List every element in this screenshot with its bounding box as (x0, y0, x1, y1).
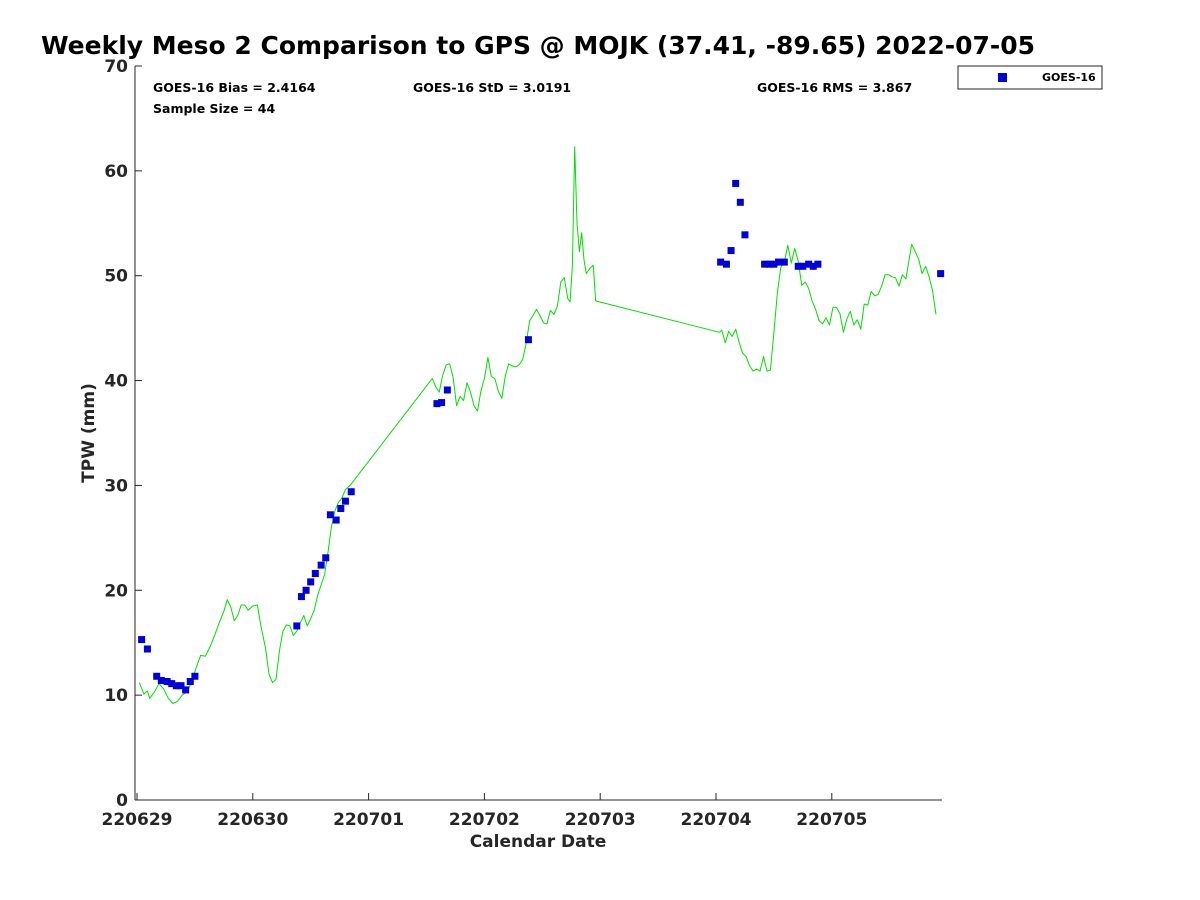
sample-size-stat: Sample Size = 44 (153, 101, 275, 116)
goes16-point (794, 262, 802, 270)
goes16-point (191, 672, 199, 680)
goes16-point (143, 645, 151, 653)
std-stat: GOES-16 StD = 3.0191 (413, 80, 571, 95)
goes16-point (341, 497, 349, 505)
goes16-point (168, 680, 176, 688)
y-tick-label: 20 (104, 581, 128, 601)
x-tick-label: 220630 (217, 810, 288, 830)
y-ticks: 0 10 20 30 40 50 60 70 (104, 57, 142, 811)
goes16-point (937, 270, 945, 278)
legend-label-goes16: GOES-16 (1042, 71, 1096, 84)
legend: GOES-16 (957, 65, 1103, 90)
legend-marker-goes16 (998, 73, 1007, 82)
goes16-point (732, 179, 740, 187)
goes16-point (770, 260, 778, 268)
goes16-point (177, 682, 185, 690)
goes16-point (717, 258, 725, 266)
goes16-point (347, 488, 355, 496)
y-axis-label: TPW (mm) (79, 383, 99, 483)
goes16-point (293, 622, 301, 630)
goes16-point (722, 260, 730, 268)
y-tick-label: 40 (104, 372, 128, 392)
goes16-point (157, 676, 165, 684)
gps-line (138, 146, 937, 704)
goes16-point (805, 260, 813, 268)
rms-stat: GOES-16 RMS = 3.867 (757, 80, 912, 95)
plot-area (134, 66, 942, 801)
x-ticks: 220629 220630 220701 220702 220703 220704 2207… (102, 793, 867, 830)
legend-box (957, 65, 1103, 90)
x-axis-label: Calendar Date (470, 832, 607, 852)
goes16-point (302, 586, 310, 594)
x-tick-label: 220704 (681, 810, 752, 830)
goes16-point (311, 570, 319, 578)
goes16-point (780, 258, 788, 266)
bias-stat: GOES-16 Bias = 2.4164 (153, 80, 316, 95)
x-tick-label: 220629 (102, 810, 173, 830)
goes16-point (799, 262, 807, 270)
goes16-point (727, 247, 735, 255)
goes16-point (326, 511, 334, 519)
goes16-point (182, 686, 190, 694)
goes16-point (172, 682, 180, 690)
goes16-point (524, 336, 532, 344)
goes16-point (138, 636, 146, 644)
y-tick-label: 70 (104, 57, 128, 77)
goes16-point (186, 678, 194, 686)
y-tick-label: 30 (104, 476, 128, 496)
goes16-point (443, 386, 451, 394)
y-tick-label: 0 (116, 791, 128, 811)
y-tick-label: 50 (104, 267, 128, 287)
goes16-point (741, 231, 749, 239)
goes16-point (736, 198, 744, 206)
goes16-point (332, 516, 340, 524)
goes16-point (307, 578, 315, 586)
series-layer (138, 146, 945, 704)
goes16-point (775, 258, 783, 266)
goes16-point (153, 672, 161, 680)
goes16-point (433, 400, 441, 408)
x-tick-label: 220702 (449, 810, 520, 830)
goes16-point (809, 262, 817, 270)
goes16-point (322, 554, 330, 562)
goes16-point (337, 504, 345, 512)
y-tick-label: 60 (104, 162, 128, 182)
chart-title: Weekly Meso 2 Comparison to GPS @ MOJK (… (41, 31, 1035, 60)
goes16-point (761, 260, 769, 268)
goes16-point (297, 593, 305, 601)
goes16-point (163, 678, 171, 686)
goes16-point (317, 561, 325, 569)
goes16-point (438, 399, 446, 407)
x-tick-label: 220703 (565, 810, 636, 830)
x-tick-label: 220705 (796, 810, 867, 830)
goes16-point (814, 260, 822, 268)
goes16-point (765, 260, 773, 268)
y-tick-label: 10 (104, 686, 128, 706)
x-tick-label: 220701 (333, 810, 404, 830)
